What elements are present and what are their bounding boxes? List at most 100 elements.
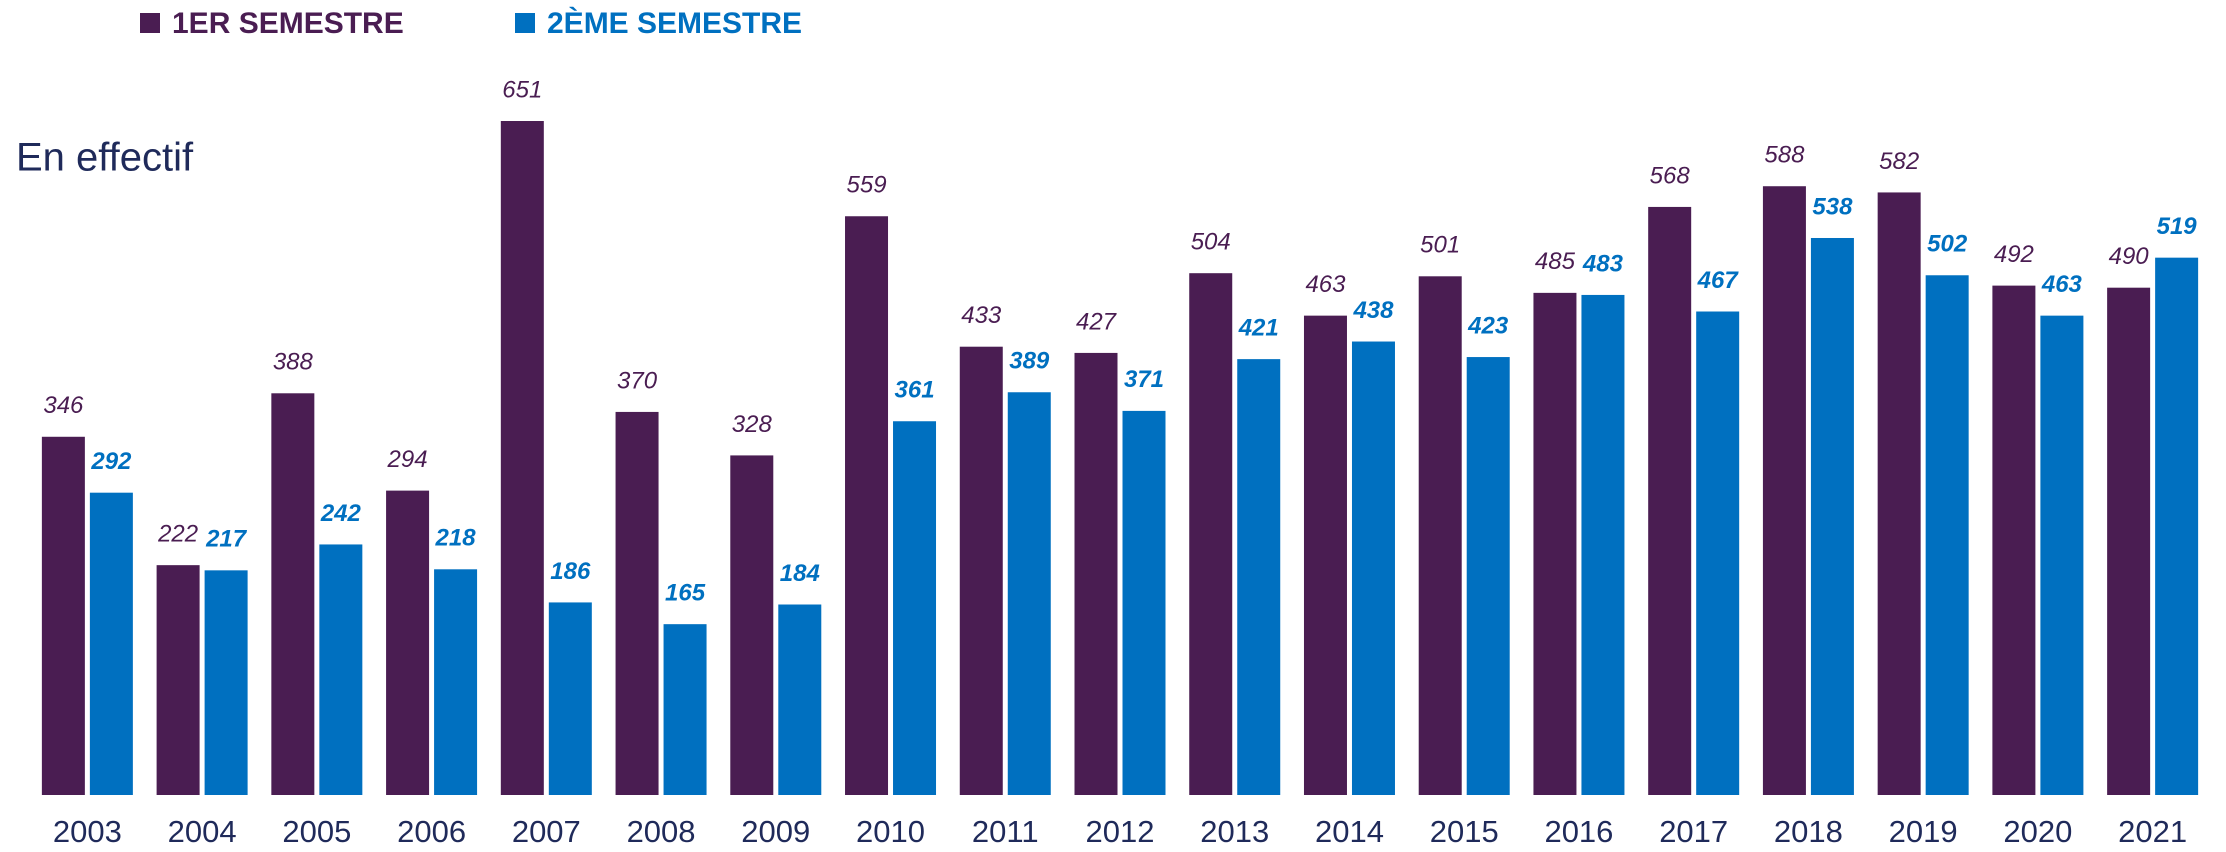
value-label: 292 xyxy=(90,448,132,475)
x-tick-label: 2008 xyxy=(627,814,696,849)
value-label: 582 xyxy=(1879,148,1919,175)
value-label: 651 xyxy=(502,76,542,103)
bar xyxy=(2155,257,2199,796)
bar xyxy=(615,411,659,795)
bar xyxy=(1648,206,1692,795)
bar xyxy=(41,436,85,795)
bar xyxy=(1581,294,1625,795)
bar xyxy=(1122,410,1166,795)
value-label: 421 xyxy=(1238,314,1279,341)
x-tick-label: 2017 xyxy=(1659,814,1728,849)
value-label: 492 xyxy=(1994,241,2034,268)
bar xyxy=(1074,352,1118,795)
bar xyxy=(1351,341,1395,795)
x-tick-label: 2005 xyxy=(282,814,351,849)
value-label: 501 xyxy=(1420,232,1460,259)
bar xyxy=(1007,392,1051,795)
value-label: 370 xyxy=(617,367,658,394)
bar xyxy=(2040,315,2084,795)
value-label: 186 xyxy=(550,558,591,585)
x-tick-label: 2018 xyxy=(1774,814,1843,849)
bar xyxy=(959,346,1003,795)
bar xyxy=(1877,192,1921,795)
value-label: 184 xyxy=(780,560,820,587)
bar xyxy=(1237,359,1281,795)
value-label: 328 xyxy=(732,411,773,438)
value-label: 502 xyxy=(1927,231,1968,258)
value-label: 568 xyxy=(1650,162,1691,189)
bar xyxy=(2107,287,2151,795)
value-label: 361 xyxy=(895,377,935,404)
value-label: 438 xyxy=(1352,297,1394,324)
bar xyxy=(778,604,822,795)
x-tick-label: 2004 xyxy=(168,814,237,849)
x-tick-label: 2012 xyxy=(1086,814,1155,849)
x-tick-label: 2016 xyxy=(1544,814,1613,849)
x-tick-label: 2003 xyxy=(53,814,122,849)
bar xyxy=(1810,237,1854,796)
value-label: 242 xyxy=(320,500,362,527)
value-label: 433 xyxy=(961,302,1002,329)
value-label: 504 xyxy=(1191,229,1231,256)
legend-label: 2ÈME SEMESTRE xyxy=(547,6,802,40)
bar xyxy=(204,570,248,795)
chart-subtitle: En effectif xyxy=(16,136,194,180)
bar xyxy=(156,565,200,795)
value-label: 222 xyxy=(157,521,198,548)
x-tick-label: 2015 xyxy=(1430,814,1499,849)
value-label: 388 xyxy=(273,349,314,376)
bar xyxy=(271,393,315,795)
x-tick-label: 2013 xyxy=(1200,814,1269,849)
bar xyxy=(89,492,133,795)
bar xyxy=(663,624,707,795)
x-tick-label: 2006 xyxy=(397,814,466,849)
bar xyxy=(1189,273,1233,795)
value-label: 389 xyxy=(1009,348,1050,375)
value-label: 463 xyxy=(2041,271,2083,298)
value-label: 217 xyxy=(205,526,248,553)
bar xyxy=(319,544,363,795)
value-label: 559 xyxy=(847,172,887,199)
bar xyxy=(1762,186,1806,795)
value-label: 427 xyxy=(1076,308,1118,335)
x-tick-label: 2011 xyxy=(972,814,1039,849)
x-tick-label: 2021 xyxy=(2118,814,2187,849)
legend-swatch xyxy=(140,13,160,33)
value-label: 467 xyxy=(1697,267,1740,294)
value-label: 165 xyxy=(665,580,706,607)
value-label: 294 xyxy=(387,446,428,473)
x-tick-label: 2014 xyxy=(1315,814,1384,849)
bar xyxy=(1303,315,1347,795)
value-label: 346 xyxy=(43,392,84,419)
value-label: 588 xyxy=(1764,142,1805,169)
value-label: 538 xyxy=(1812,193,1853,220)
bar xyxy=(386,490,430,795)
bar xyxy=(845,216,889,796)
bar xyxy=(1466,357,1510,795)
bar xyxy=(893,421,937,795)
bar xyxy=(500,121,544,795)
value-label: 423 xyxy=(1467,312,1509,339)
bar xyxy=(1925,275,1969,795)
legend-label: 1ER SEMESTRE xyxy=(172,7,404,40)
value-label: 490 xyxy=(2109,243,2150,270)
x-tick-label: 2009 xyxy=(741,814,810,849)
x-tick-label: 2010 xyxy=(856,814,925,849)
bar xyxy=(434,569,478,795)
value-label: 463 xyxy=(1305,271,1346,298)
bar xyxy=(1418,276,1462,795)
bar xyxy=(1696,311,1740,795)
bar xyxy=(548,602,592,795)
value-label: 519 xyxy=(2157,213,2198,240)
x-tick-label: 2019 xyxy=(1889,814,1958,849)
bar xyxy=(1992,285,2036,795)
value-label: 371 xyxy=(1124,366,1164,393)
value-label: 485 xyxy=(1535,248,1576,275)
x-tick-label: 2007 xyxy=(512,814,581,849)
legend-swatch xyxy=(515,13,535,33)
bar xyxy=(1533,292,1577,795)
x-tick-label: 2020 xyxy=(2003,814,2072,849)
bar xyxy=(730,455,774,795)
value-label: 218 xyxy=(435,525,477,552)
